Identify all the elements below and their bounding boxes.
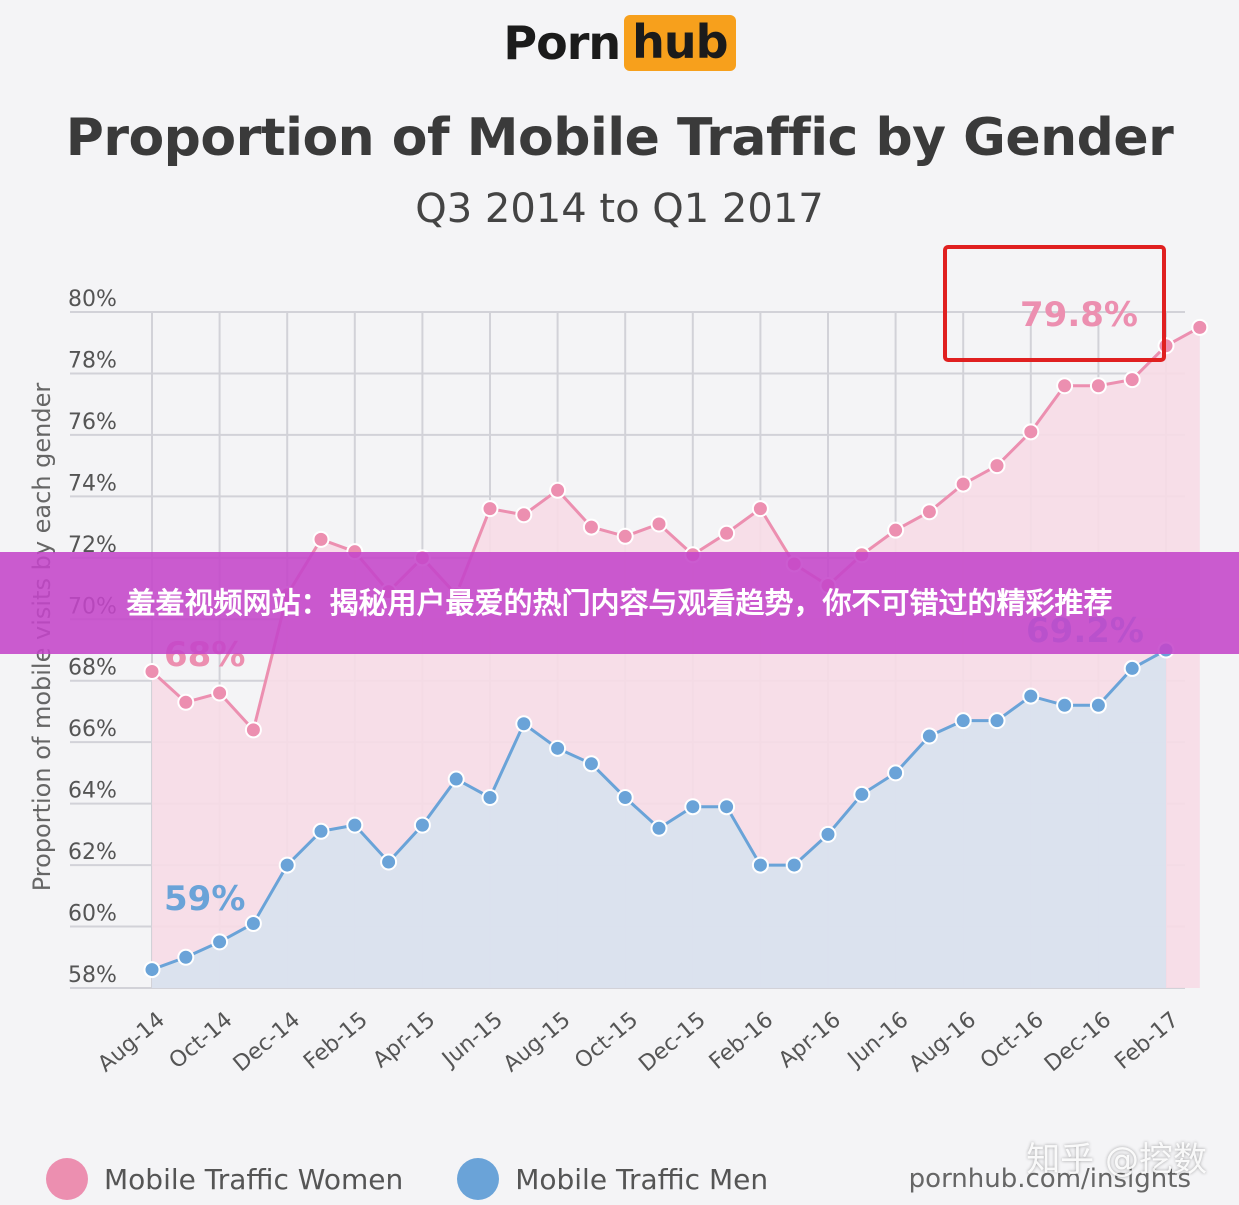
point-women (1191, 318, 1209, 336)
point-women (312, 530, 330, 548)
point-men (1089, 696, 1107, 714)
point-men (650, 819, 668, 837)
point-men (447, 770, 465, 788)
y-tick-label: 62% (68, 840, 117, 865)
x-tick-label: Aug-16 (905, 1007, 982, 1077)
legend-item-men: Mobile Traffic Men (457, 1158, 768, 1200)
logo-text-hub: hub (624, 15, 736, 71)
point-women (920, 503, 938, 521)
y-tick-label: 74% (68, 471, 117, 496)
point-women (616, 527, 634, 545)
point-women (582, 518, 600, 536)
x-tick-label: Jun-15 (436, 1007, 507, 1073)
point-men (684, 798, 702, 816)
point-men (853, 785, 871, 803)
highlight-box (943, 245, 1166, 362)
point-women (988, 457, 1006, 475)
x-tick-label: Dec-15 (634, 1007, 710, 1077)
point-women (718, 524, 736, 542)
point-women (177, 693, 195, 711)
point-women (549, 481, 567, 499)
x-tick-label: Apr-15 (369, 1007, 441, 1073)
point-men (312, 822, 330, 840)
point-women (143, 663, 161, 681)
legend-swatch-men (457, 1158, 500, 1200)
x-tick-label: Feb-16 (705, 1007, 778, 1074)
point-men (988, 712, 1006, 730)
point-men (413, 816, 431, 834)
x-tick-label: Oct-15 (570, 1007, 643, 1074)
point-men (582, 755, 600, 773)
point-women (1123, 371, 1141, 389)
chart-subtitle: Q3 2014 to Q1 2017 (415, 186, 824, 232)
annotation-label: 79.8% (1020, 295, 1138, 335)
article-headline-banner: 羞羞视频网站：揭秘用户最爱的热门内容与观看趋势，你不可错过的精彩推荐 (0, 552, 1239, 654)
x-tick-label: Apr-16 (774, 1007, 846, 1073)
y-tick-label: 58% (68, 963, 117, 988)
x-tick-label: Dec-14 (229, 1007, 305, 1077)
legend-label-men: Mobile Traffic Men (515, 1162, 769, 1196)
point-men (211, 933, 229, 951)
point-women (211, 684, 229, 702)
point-men (819, 825, 837, 843)
point-men (718, 798, 736, 816)
point-men (1022, 687, 1040, 705)
x-tick-label: Aug-14 (93, 1007, 170, 1077)
pornhub-logo: Porn hub (0, 8, 1239, 78)
point-women (515, 506, 533, 524)
y-tick-label: 78% (68, 348, 117, 373)
y-tick-label: 68% (68, 656, 117, 681)
point-men (515, 715, 533, 733)
chart-areas (152, 327, 1200, 988)
point-men (1123, 659, 1141, 677)
y-tick-label: 66% (68, 717, 117, 742)
point-women (244, 721, 262, 739)
x-tick-label: Oct-16 (976, 1007, 1049, 1074)
y-tick-label: 76% (68, 410, 117, 435)
x-tick-label: Jun-16 (842, 1007, 913, 1073)
area-men (152, 650, 1166, 988)
point-women (1056, 377, 1074, 395)
x-tick-label: Oct-14 (165, 1007, 238, 1074)
point-men (346, 816, 364, 834)
point-women (650, 515, 668, 533)
point-men (785, 856, 803, 874)
point-men (481, 788, 499, 806)
legend-item-women: Mobile Traffic Women (46, 1158, 403, 1200)
y-tick-label: 60% (68, 902, 117, 927)
point-women (887, 521, 905, 539)
point-women (751, 500, 769, 518)
point-men (244, 914, 262, 932)
annotation-label: 59% (164, 879, 245, 919)
x-tick-label: Feb-17 (1110, 1007, 1183, 1074)
point-men (920, 727, 938, 745)
point-women (1022, 423, 1040, 441)
point-men (549, 739, 567, 757)
zhihu-watermark: 知乎 @挖数 (1026, 1140, 1207, 1180)
chart-title: Proportion of Mobile Traffic by Gender (65, 108, 1174, 168)
y-tick-label: 80% (68, 287, 117, 312)
point-women (954, 475, 972, 493)
y-tick-label: 64% (68, 779, 117, 804)
point-men (278, 856, 296, 874)
point-men (1056, 696, 1074, 714)
point-men (143, 961, 161, 979)
point-men (616, 788, 634, 806)
point-men (887, 764, 905, 782)
x-tick-label: Feb-15 (299, 1007, 372, 1074)
banner-text: 羞羞视频网站：揭秘用户最爱的热门内容与观看趋势，你不可错过的精彩推荐 (126, 586, 1113, 620)
point-men (380, 853, 398, 871)
legend-label-women: Mobile Traffic Women (104, 1162, 404, 1196)
legend-swatch-women (46, 1158, 88, 1200)
point-women (1089, 377, 1107, 395)
logo-text-porn: Porn (503, 16, 621, 70)
point-men (177, 948, 195, 966)
point-men (954, 712, 972, 730)
x-tick-label: Aug-15 (499, 1007, 576, 1077)
chart-legend: Mobile Traffic Women Mobile Traffic Men (46, 1156, 822, 1202)
x-tick-label: Dec-16 (1040, 1007, 1116, 1077)
point-women (481, 500, 499, 518)
point-men (751, 856, 769, 874)
source-credit: pornhub.com/insights (908, 1164, 1191, 1194)
